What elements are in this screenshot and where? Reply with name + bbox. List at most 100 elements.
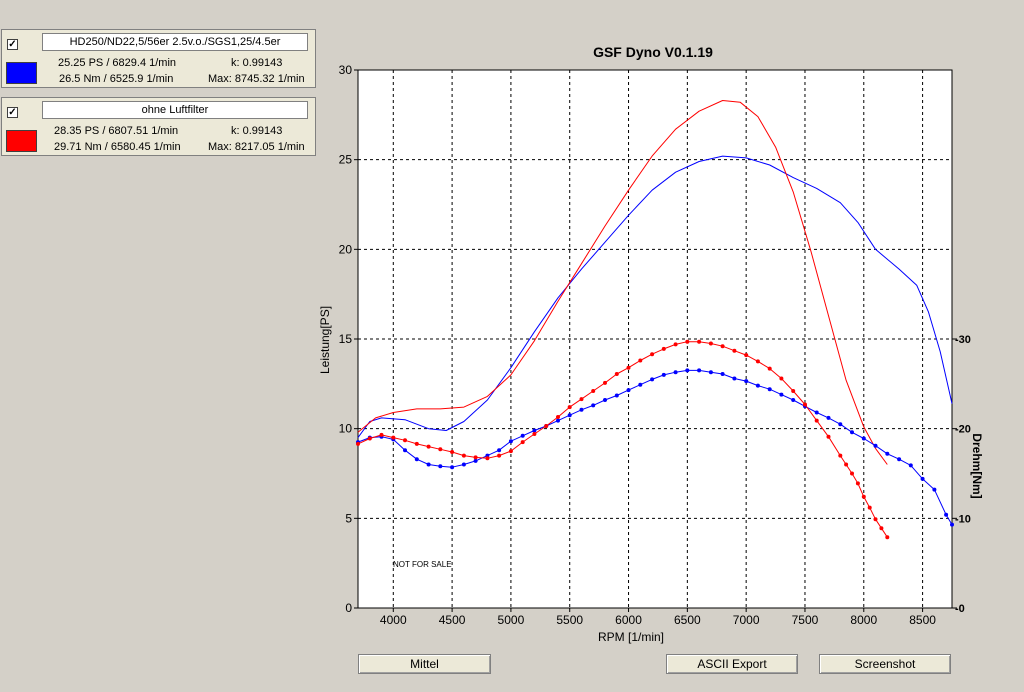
series-3-point-39 xyxy=(814,418,819,423)
series-2-point-43 xyxy=(861,436,866,441)
watermark-text: NOT FOR SALE xyxy=(393,560,452,569)
x-tick-label-1: 4500 xyxy=(439,613,466,627)
series-3-point-17 xyxy=(556,415,560,419)
series-3-point-18 xyxy=(567,405,572,410)
run-1-torque-line: 26.5 Nm / 6525.9 1/min xyxy=(59,73,174,85)
ascii-export-button[interactable]: ASCII Export xyxy=(666,654,798,674)
y-axis-ticks: 0 5 10 15 20 25 30 xyxy=(339,63,358,615)
series-3-point-2 xyxy=(379,432,384,437)
series-3-point-29 xyxy=(697,339,702,344)
series-3-point-36 xyxy=(779,376,784,381)
series-3-point-0 xyxy=(356,441,360,446)
x-tick-label-4: 6000 xyxy=(615,613,642,627)
series-2-point-50 xyxy=(944,512,949,517)
run-1-checkbox[interactable]: ✓ xyxy=(7,39,18,50)
series-3-point-13 xyxy=(508,449,513,454)
series-3-point-14 xyxy=(520,440,525,445)
series-2-point-30 xyxy=(708,370,713,375)
y2-tick-label-2: -20 xyxy=(955,424,971,436)
series-3-point-11 xyxy=(485,456,490,461)
series-torque-2-line xyxy=(357,369,953,525)
run-2-color-swatch[interactable] xyxy=(6,130,37,152)
series-2-point-23 xyxy=(626,388,631,393)
series-2-point-32 xyxy=(732,376,737,381)
run-panel-1: ✓ HD250/ND22,5/56er 2.5v.o./SGS1,25/4.5e… xyxy=(1,29,316,88)
y-tick-label-5: 25 xyxy=(339,153,353,167)
x-axis-ticks: 4000 4500 5000 5500 6000 6500 7000 7500 8000 8500 xyxy=(380,608,936,627)
x-tick-label-3: 5500 xyxy=(556,613,583,627)
series-2-point-18 xyxy=(567,413,572,418)
series-3-point-44 xyxy=(855,481,860,486)
series-3-point-24 xyxy=(638,358,643,363)
run-2-checkbox[interactable]: ✓ xyxy=(7,107,18,118)
grid-lines xyxy=(358,70,952,608)
series-2-point-12 xyxy=(497,448,502,453)
run-2-k-line: k: 0.99143 xyxy=(231,125,283,137)
series-2-point-21 xyxy=(603,398,607,402)
y-tick-label-4: 20 xyxy=(339,242,353,256)
series-2-point-28 xyxy=(685,368,690,373)
y2-axis-label: Drehm[Nm] xyxy=(970,433,984,498)
series-2-point-35 xyxy=(767,387,772,392)
series-2-point-51 xyxy=(950,522,954,527)
series-2-point-41 xyxy=(838,422,843,427)
series-3-point-41 xyxy=(838,453,843,458)
series-2-point-5 xyxy=(414,457,419,462)
x-tick-label-2: 5000 xyxy=(498,613,525,627)
y-tick-label-3: 15 xyxy=(339,332,353,346)
y2-axis-ticks: -0 -10 -20 -30 xyxy=(952,334,971,615)
series-3-point-10 xyxy=(473,455,478,460)
y-tick-label-0: 0 xyxy=(345,601,352,615)
series-2-point-37 xyxy=(791,398,796,402)
series-3-point-47 xyxy=(873,517,878,522)
x-tick-label-6: 7000 xyxy=(733,613,760,627)
series-3-point-5 xyxy=(414,441,419,446)
y-tick-label-1: 5 xyxy=(345,511,352,525)
y-tick-label-2: 10 xyxy=(339,422,353,436)
series-3-point-19 xyxy=(579,397,584,402)
series-2-point-45 xyxy=(885,451,890,456)
screenshot-button[interactable]: Screenshot xyxy=(819,654,951,674)
run-panel-2: ✓ ohne Luftfilter 28.35 PS / 6807.51 1/m… xyxy=(1,97,316,156)
series-3-point-26 xyxy=(661,346,666,351)
x-tick-label-5: 6500 xyxy=(674,613,701,627)
series-2-point-26 xyxy=(661,372,666,377)
series-2-point-20 xyxy=(591,403,596,408)
series-3-point-25 xyxy=(650,352,655,357)
mittel-button[interactable]: Mittel xyxy=(358,654,491,674)
series-2-point-24 xyxy=(638,382,643,387)
series-3-point-21 xyxy=(603,380,607,385)
series-3-point-6 xyxy=(426,444,431,449)
x-tick-label-9: 8500 xyxy=(909,613,936,627)
series-3-point-42 xyxy=(844,462,849,467)
series-2-point-39 xyxy=(814,410,819,415)
run-1-color-swatch[interactable] xyxy=(6,62,37,84)
chart-title: GSF Dyno V0.1.19 xyxy=(593,44,713,60)
series-3-point-34 xyxy=(755,359,760,364)
series-3-point-1 xyxy=(367,436,372,441)
x-tick-label-7: 7500 xyxy=(792,613,819,627)
y2-tick-label-1: -10 xyxy=(955,513,971,525)
series-3-point-37 xyxy=(791,389,796,393)
series-2-point-9 xyxy=(461,462,466,467)
series-2-point-31 xyxy=(720,372,725,376)
series-3-point-3 xyxy=(391,435,396,440)
x-tick-label-8: 8000 xyxy=(850,613,877,627)
series-3-point-35 xyxy=(767,366,772,371)
series-3-point-31 xyxy=(720,344,725,349)
run-2-name-field[interactable]: ohne Luftfilter xyxy=(42,101,308,119)
y2-tick-label-0: -0 xyxy=(955,603,965,615)
series-3-point-16 xyxy=(544,424,549,428)
series-3-point-22 xyxy=(614,372,619,376)
run-1-name-field[interactable]: HD250/ND22,5/56er 2.5v.o./SGS1,25/4.5er xyxy=(42,33,308,51)
series-2-point-8 xyxy=(450,465,455,470)
series-2-point-13 xyxy=(508,439,513,444)
series-2-point-33 xyxy=(744,379,749,384)
series-group xyxy=(356,100,954,540)
series-2-point-25 xyxy=(650,377,655,382)
series-2-point-15 xyxy=(532,428,537,433)
series-2-point-47 xyxy=(908,463,913,468)
run-1-max-line: Max: 8745.32 1/min xyxy=(208,73,305,85)
series-3-point-30 xyxy=(708,341,713,346)
series-2-point-29 xyxy=(697,368,702,373)
